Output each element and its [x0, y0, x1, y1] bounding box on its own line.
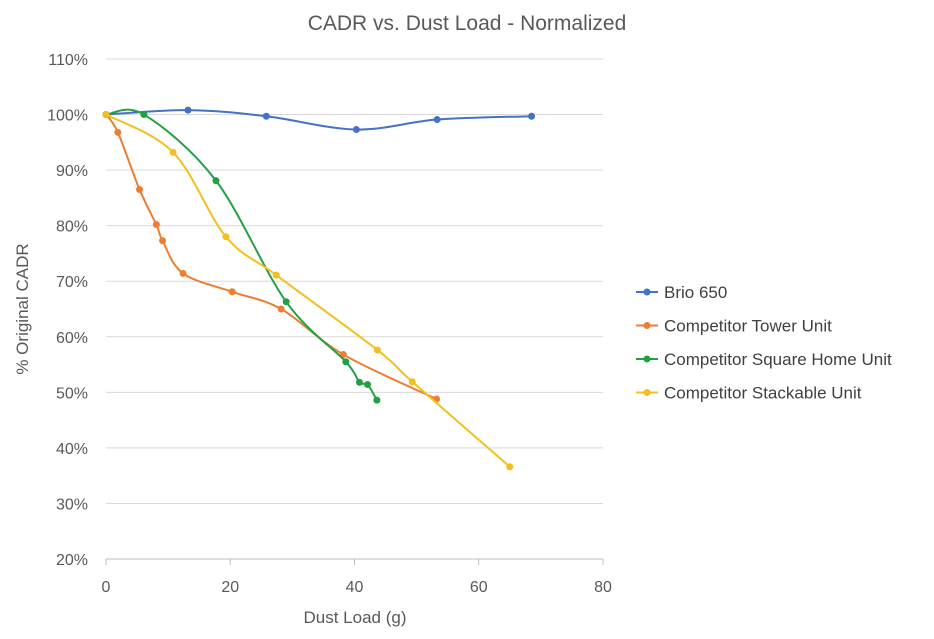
legend-label: Competitor Tower Unit: [664, 317, 832, 336]
data-point: [136, 186, 144, 194]
y-tick-label: 50%: [56, 385, 88, 402]
x-tick-label: 60: [470, 579, 488, 596]
series-line: [105, 113, 511, 468]
legend-label: Competitor Stackable Unit: [664, 384, 862, 403]
series-line: [105, 113, 437, 400]
legend-swatch-marker: [643, 355, 651, 363]
chart-title: CADR vs. Dust Load - Normalized: [308, 12, 627, 35]
y-axis-ticks: 20% 30% 40% 50% 60% 70% 80% 90% 100% 110%: [47, 52, 88, 569]
legend-item-competitor-tower-unit: Competitor Tower Unit: [636, 317, 832, 336]
data-point: [342, 358, 350, 366]
y-tick-label: 30%: [56, 496, 88, 513]
legend-swatch-marker: [643, 288, 651, 296]
gridlines: [106, 58, 603, 504]
data-point: [373, 346, 381, 354]
x-tick-label: 0: [102, 579, 111, 596]
y-tick-label: 70%: [56, 274, 88, 291]
data-point: [114, 128, 122, 136]
data-point: [140, 111, 148, 119]
legend-label: Brio 650: [664, 283, 727, 302]
data-point: [169, 148, 177, 156]
legend-label: Competitor Square Home Unit: [664, 350, 892, 369]
data-point: [408, 378, 416, 386]
data-point: [282, 298, 290, 306]
data-point: [102, 111, 110, 119]
y-tick-label: 110%: [48, 52, 88, 69]
x-tick-label: 80: [594, 579, 612, 596]
legend-item-competitor-stackable-unit: Competitor Stackable Unit: [636, 384, 862, 403]
data-point: [212, 177, 220, 185]
data-point: [272, 271, 280, 279]
series-competitor-square-home-unit: [102, 108, 381, 404]
y-tick-label: 40%: [56, 441, 88, 458]
y-tick-label: 80%: [56, 219, 88, 236]
series-competitor-stackable-unit: [102, 111, 514, 471]
data-point: [506, 463, 514, 471]
y-tick-label: 100%: [47, 108, 88, 125]
data-point: [373, 396, 381, 404]
data-point: [184, 106, 192, 114]
y-tick-label: 90%: [56, 163, 88, 180]
series-brio-650: [102, 106, 536, 134]
data-point: [222, 233, 230, 241]
x-tick-label: 20: [221, 579, 239, 596]
legend-item-brio-650: Brio 650: [636, 283, 727, 302]
data-point: [159, 237, 167, 245]
legend-swatch-marker: [643, 389, 651, 396]
x-axis-ticks: 0 20 40 60 80: [102, 559, 612, 596]
data-point: [364, 381, 372, 389]
series-line: [105, 108, 378, 401]
series-line: [105, 109, 532, 131]
data-point: [228, 288, 236, 296]
y-axis-label: % Original CADR: [13, 243, 32, 374]
data-point: [262, 112, 270, 120]
x-tick-label: 40: [346, 579, 364, 596]
data-point: [352, 126, 360, 134]
data-point: [179, 269, 187, 277]
y-tick-label: 20%: [56, 552, 88, 569]
data-point: [355, 378, 363, 386]
legend-swatch-marker: [643, 322, 651, 329]
data-point: [433, 116, 441, 124]
series-group: [102, 106, 536, 471]
data-point: [528, 112, 536, 120]
legend: Brio 650 Competitor Tower Unit Competitor …: [636, 283, 892, 403]
data-point: [277, 305, 285, 313]
y-tick-label: 60%: [56, 330, 88, 347]
data-point: [152, 221, 160, 229]
legend-item-competitor-square-home-unit: Competitor Square Home Unit: [636, 350, 892, 369]
x-axis-label: Dust Load (g): [304, 608, 407, 627]
